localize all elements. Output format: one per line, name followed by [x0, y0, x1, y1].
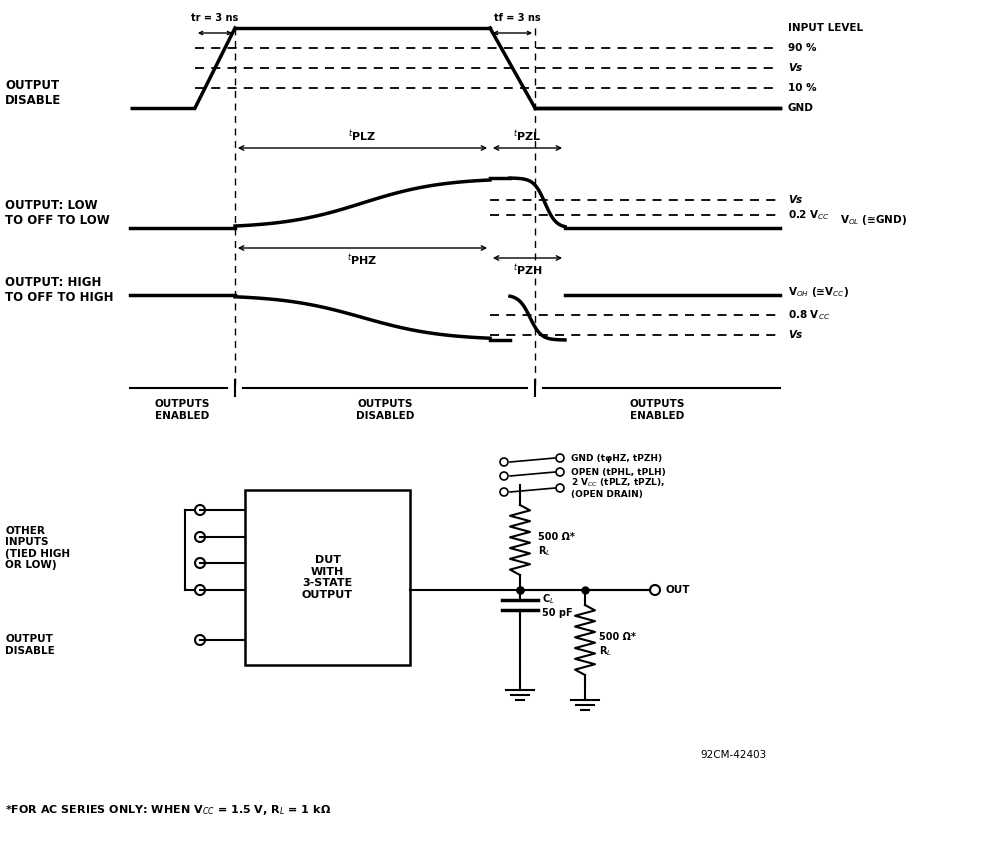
Text: V$_{OH}$ (≅V$_{CC}$): V$_{OH}$ (≅V$_{CC}$)	[788, 285, 849, 299]
Text: OUTPUT: HIGH
TO OFF TO HIGH: OUTPUT: HIGH TO OFF TO HIGH	[5, 276, 113, 304]
Text: OUTPUTS
ENABLED: OUTPUTS ENABLED	[155, 399, 210, 420]
Text: V$_{OL}$ (≅GND): V$_{OL}$ (≅GND)	[840, 213, 907, 227]
Text: 90 %: 90 %	[788, 43, 817, 53]
Text: OUT: OUT	[665, 585, 689, 595]
Text: OUTPUT
DISABLE: OUTPUT DISABLE	[5, 79, 61, 107]
Text: tf = 3 ns: tf = 3 ns	[494, 13, 541, 23]
Text: 2 V$_{CC}$ (tPLZ, tPZL),
(OPEN DRAIN): 2 V$_{CC}$ (tPLZ, tPZL), (OPEN DRAIN)	[571, 476, 665, 499]
Text: OUTPUTS
DISABLED: OUTPUTS DISABLED	[356, 399, 414, 420]
Text: 0.8 V$_{CC}$: 0.8 V$_{CC}$	[788, 308, 830, 321]
Text: Vs: Vs	[788, 330, 802, 340]
Text: GND (tφHZ, tPZH): GND (tφHZ, tPZH)	[571, 453, 662, 463]
Text: $^t$PHZ: $^t$PHZ	[348, 252, 378, 268]
Text: Vs: Vs	[788, 63, 802, 73]
Text: GND: GND	[788, 103, 814, 113]
Text: OPEN (tPHL, tPLH): OPEN (tPHL, tPLH)	[571, 468, 666, 476]
Text: $^t$PLZ: $^t$PLZ	[349, 129, 376, 144]
Text: DUT
WITH
3-STATE
OUTPUT: DUT WITH 3-STATE OUTPUT	[302, 555, 353, 600]
Text: 500 Ω*
R$_L$: 500 Ω* R$_L$	[599, 632, 636, 658]
Text: OUTPUTS
ENABLED: OUTPUTS ENABLED	[629, 399, 686, 420]
Text: tr = 3 ns: tr = 3 ns	[191, 13, 238, 23]
Text: $^t$PZL: $^t$PZL	[513, 129, 542, 144]
Text: OUTPUT: LOW
TO OFF TO LOW: OUTPUT: LOW TO OFF TO LOW	[5, 199, 109, 227]
Text: 92CM-42403: 92CM-42403	[700, 750, 766, 760]
Text: 0.2 V$_{CC}$: 0.2 V$_{CC}$	[788, 208, 829, 222]
Text: INPUT LEVEL: INPUT LEVEL	[788, 23, 863, 33]
Text: Vs: Vs	[788, 195, 802, 205]
Text: C$_L$
50 pF: C$_L$ 50 pF	[542, 592, 572, 618]
Text: OTHER
INPUTS
(TIED HIGH
OR LOW): OTHER INPUTS (TIED HIGH OR LOW)	[5, 525, 70, 570]
Text: *FOR AC SERIES ONLY: WHEN V$_{CC}$ = 1.5 V, R$_L$ = 1 kΩ: *FOR AC SERIES ONLY: WHEN V$_{CC}$ = 1.5…	[5, 803, 331, 817]
Bar	[245, 490, 410, 665]
Text: OUTPUT
DISABLE: OUTPUT DISABLE	[5, 634, 55, 656]
Text: $^t$PZH: $^t$PZH	[512, 262, 543, 277]
Text: 10 %: 10 %	[788, 83, 817, 93]
Text: 500 Ω*
R$_L$: 500 Ω* R$_L$	[538, 532, 575, 558]
